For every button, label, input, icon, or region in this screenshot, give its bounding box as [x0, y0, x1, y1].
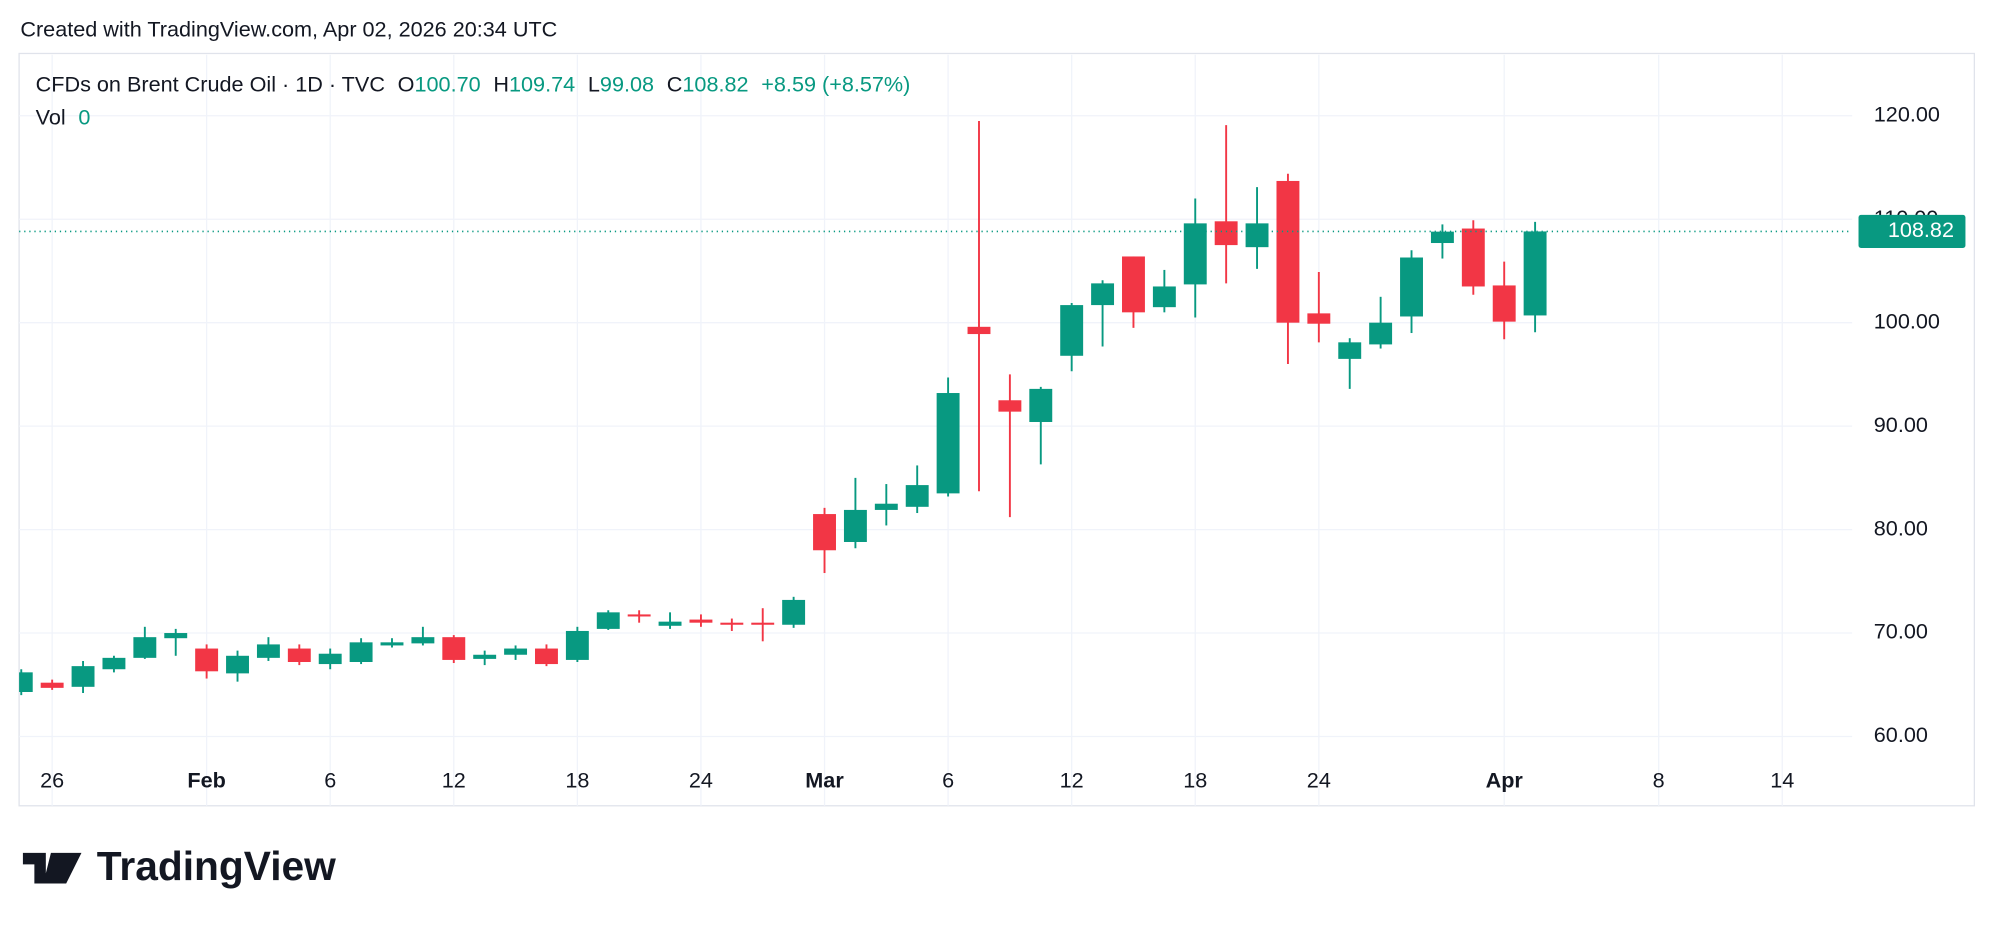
- candle-body: [473, 654, 497, 659]
- candle-body: [1245, 223, 1269, 248]
- candle-body: [40, 682, 64, 688]
- candle-body: [1276, 180, 1300, 323]
- candle-body: [102, 657, 126, 670]
- candle-body: [689, 619, 713, 623]
- chart-frame: [18, 52, 1975, 807]
- candle-body: [504, 648, 528, 655]
- candle-body: [442, 637, 466, 660]
- x-tick-label: 24: [689, 767, 713, 792]
- x-tick-label: 18: [565, 767, 589, 792]
- plot: [19, 120, 1853, 696]
- candle-body: [1214, 221, 1238, 246]
- candle-body: [936, 393, 960, 494]
- candle-body: [1461, 228, 1485, 287]
- candle-body: [71, 666, 95, 687]
- candle-body: [318, 653, 342, 665]
- logo: TradingView: [22, 843, 336, 889]
- candle-body: [627, 614, 651, 617]
- grid: [19, 54, 1853, 806]
- x-tick-label: Feb: [187, 767, 225, 792]
- candle-body: [658, 621, 682, 626]
- candle-body: [1523, 231, 1547, 316]
- y-tick-label: 120.00: [1874, 101, 1940, 126]
- y-tick-label: 80.00: [1874, 515, 1928, 540]
- candle-body: [287, 648, 311, 662]
- volume: Vol 0: [36, 104, 91, 129]
- y-tick-label: 90.00: [1874, 412, 1928, 437]
- candle-body: [1152, 286, 1176, 308]
- x-tick-label: 24: [1307, 767, 1331, 792]
- candle-body: [1369, 322, 1393, 345]
- x-tick-label: 18: [1183, 767, 1207, 792]
- candle-body: [1338, 342, 1362, 359]
- y-tick-label: 60.00: [1874, 722, 1928, 747]
- candle-body: [1060, 305, 1084, 356]
- x-tick-label: 12: [442, 767, 466, 792]
- legend: CFDs on Brent Crude Oil · 1D · TVC O100.7…: [36, 71, 911, 129]
- candle-body: [535, 648, 558, 665]
- candle-body: [256, 644, 280, 658]
- candle-body: [751, 622, 775, 625]
- candle-body: [1029, 388, 1053, 422]
- created-note: Created with TradingView.com, Apr 02, 20…: [20, 16, 557, 41]
- price-tag-label: 108.82: [1888, 217, 1954, 242]
- candle-body: [813, 514, 836, 551]
- candle-body: [843, 509, 867, 542]
- candle-body: [720, 622, 744, 625]
- candle-body: [1091, 283, 1115, 306]
- candle-body: [380, 642, 404, 646]
- x-tick-label: Apr: [1486, 767, 1524, 792]
- candle-body: [967, 326, 991, 335]
- candle-body: [164, 633, 188, 639]
- candle-body: [226, 655, 249, 674]
- y-tick-label: 100.00: [1874, 308, 1940, 333]
- candle-body: [349, 642, 373, 662]
- candle-body: [195, 648, 219, 672]
- candle-body: [565, 630, 589, 660]
- candle-body: [1183, 223, 1207, 285]
- logo-icon: [22, 852, 82, 884]
- y-tick-label: 70.00: [1874, 619, 1928, 644]
- x-tick-label: 8: [1653, 767, 1665, 792]
- x-tick-label: 6: [324, 767, 336, 792]
- candle-body: [133, 637, 157, 658]
- candle-body: [1307, 313, 1331, 324]
- x-tick-label: 6: [942, 767, 954, 792]
- candle-body: [596, 612, 620, 629]
- candle-body: [874, 503, 898, 510]
- candle-body: [1400, 257, 1423, 317]
- candle-body: [998, 400, 1022, 412]
- logo-text: TradingView: [97, 843, 336, 889]
- x-tick-label: 26: [40, 767, 64, 792]
- price-tag: [1858, 214, 1966, 248]
- axes: 60.0070.0080.0090.00100.00110.00120.0026…: [40, 101, 1966, 792]
- candle-body: [19, 672, 33, 692]
- x-tick-label: 12: [1060, 767, 1084, 792]
- candle-body: [1430, 231, 1454, 244]
- candle-body: [1122, 256, 1145, 313]
- candle-body: [411, 637, 435, 644]
- x-tick-label: 14: [1770, 767, 1794, 792]
- x-tick-label: Mar: [805, 767, 844, 792]
- symbol: CFDs on Brent Crude Oil · 1D · TVC O100.7…: [36, 71, 911, 96]
- candle-body: [1492, 285, 1516, 322]
- candle-body: [782, 599, 806, 625]
- candle-body: [905, 485, 929, 507]
